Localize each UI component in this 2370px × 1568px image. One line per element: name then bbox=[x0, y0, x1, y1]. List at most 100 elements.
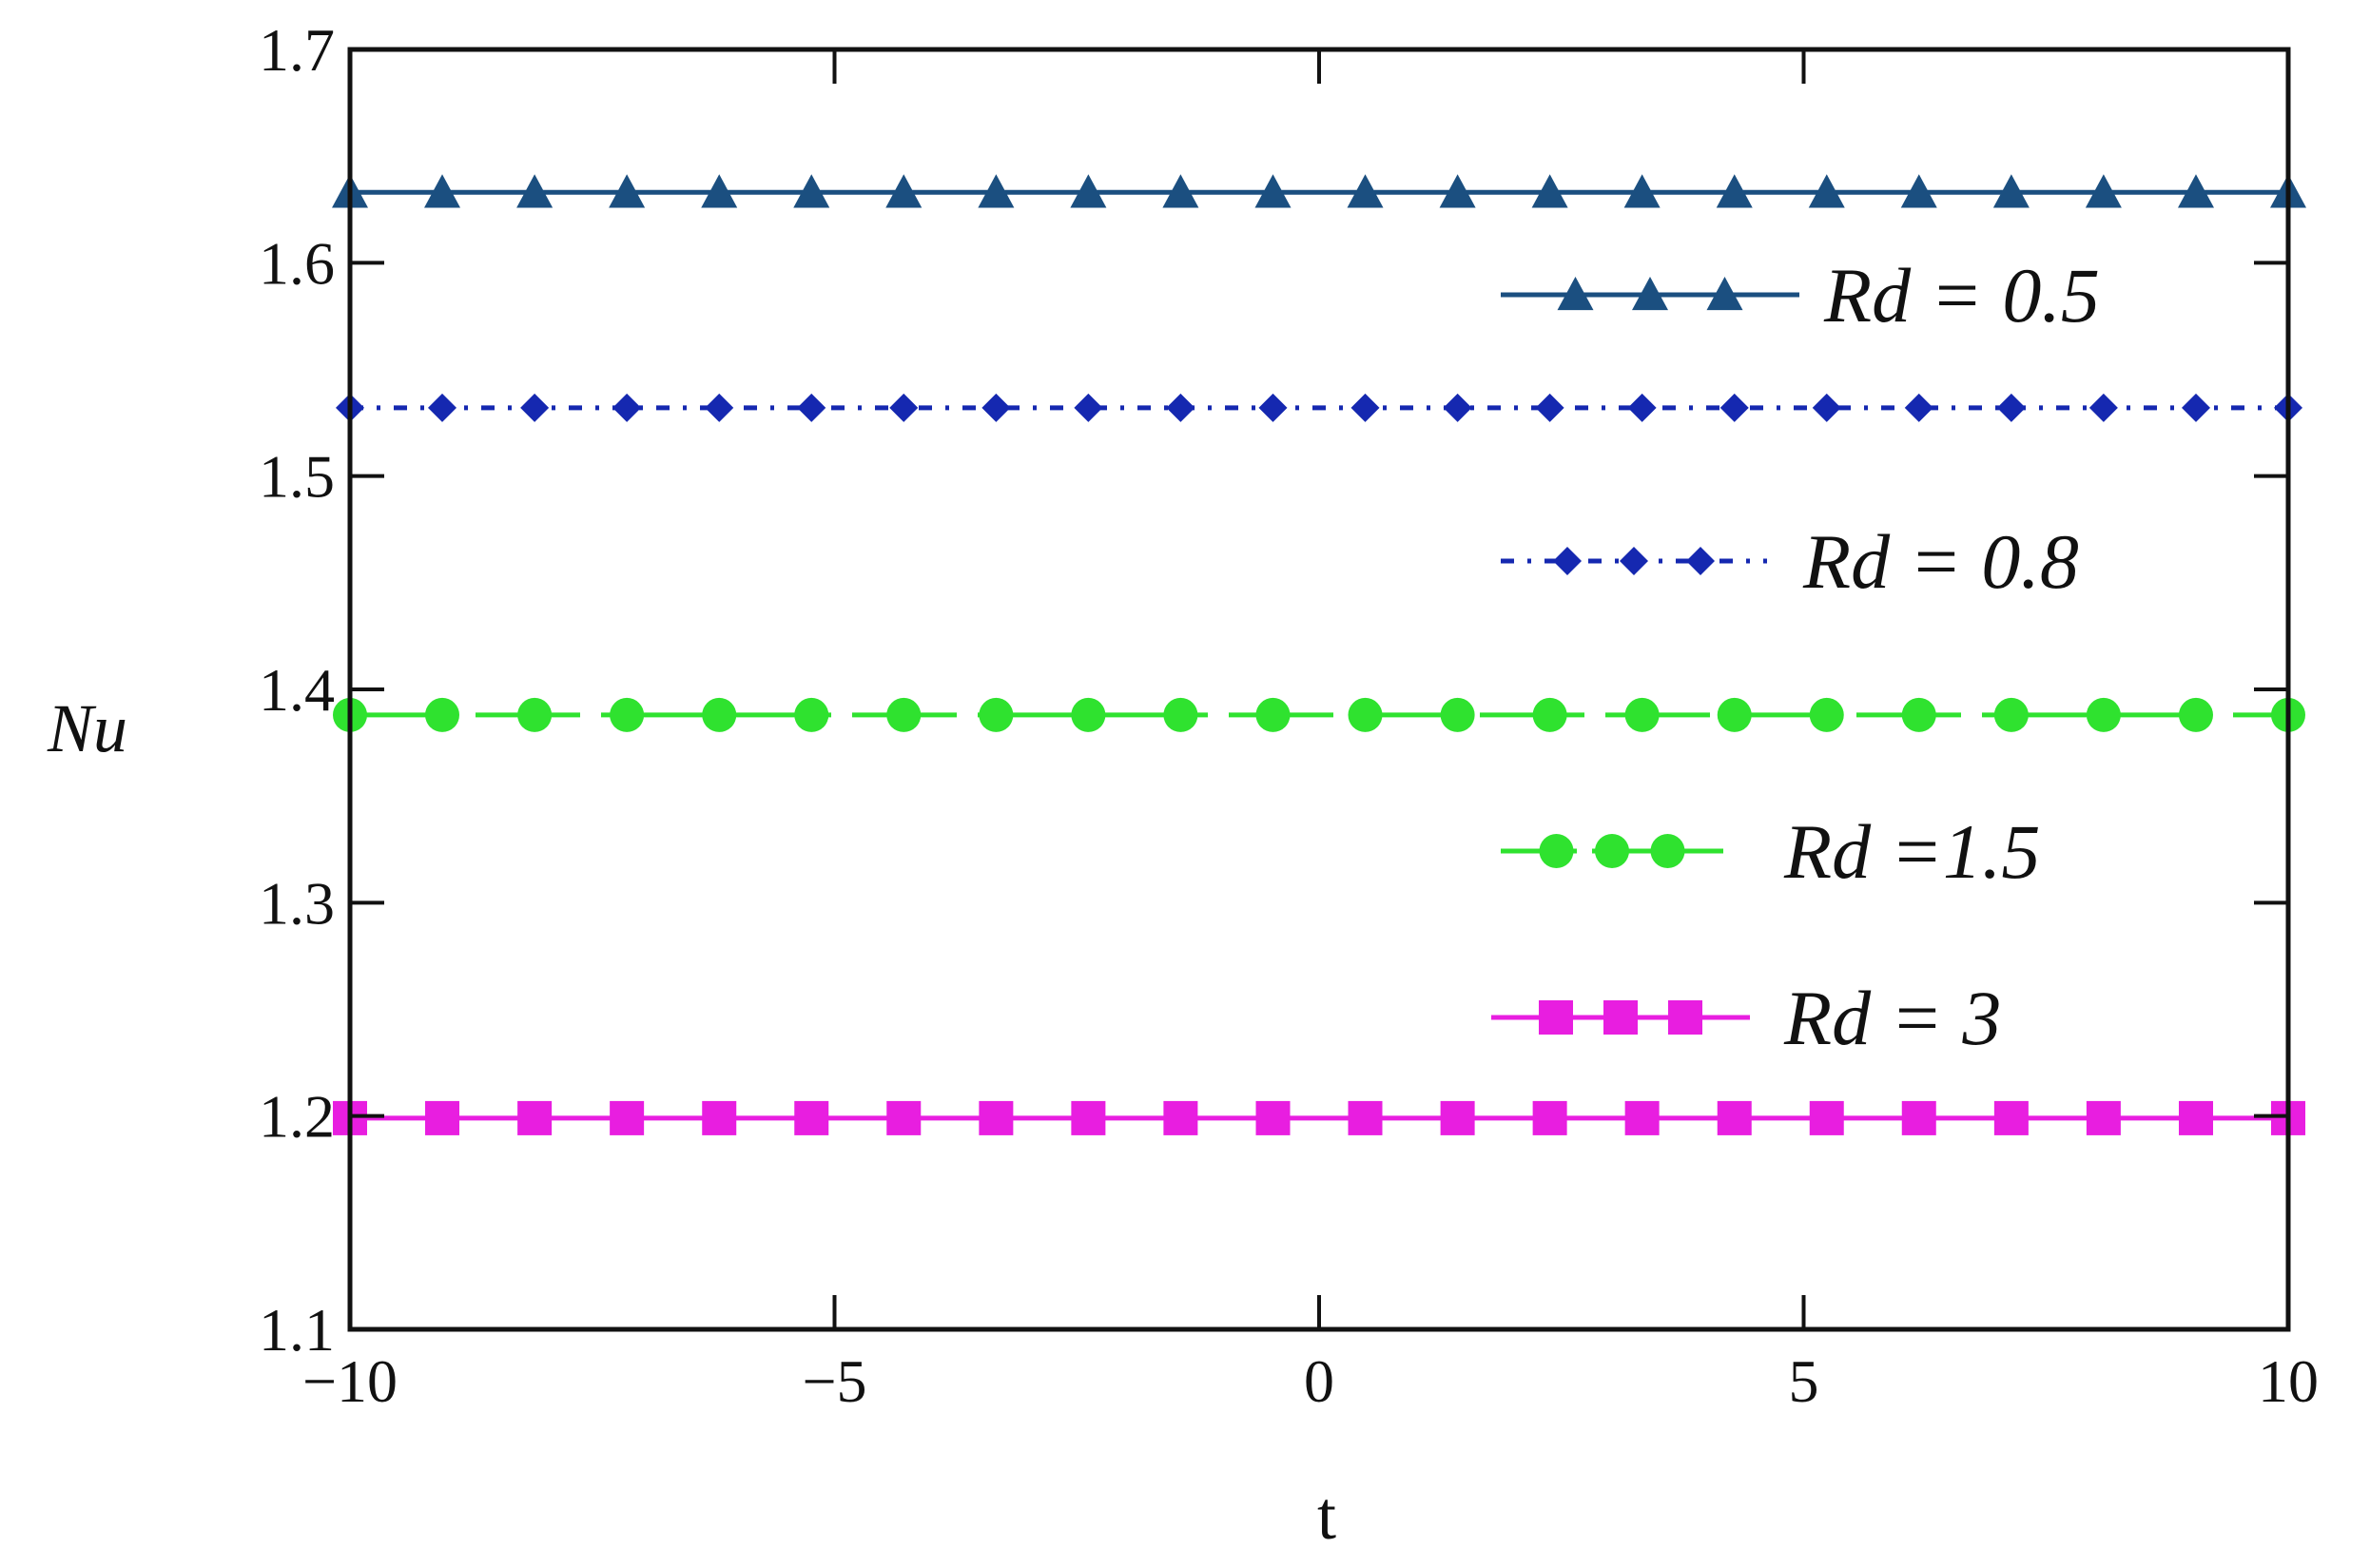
data-point bbox=[2177, 174, 2214, 208]
legend-label: Rd = 0.5 bbox=[1823, 252, 2100, 339]
data-point bbox=[794, 697, 829, 732]
data-point bbox=[520, 393, 550, 422]
legend-item-2: Rd = 0.8 bbox=[1501, 518, 2079, 605]
data-point bbox=[610, 1100, 645, 1135]
data-point bbox=[1627, 393, 1657, 422]
legend-marker bbox=[1595, 834, 1629, 868]
data-point bbox=[2086, 1100, 2121, 1135]
data-point bbox=[516, 174, 554, 208]
data-point bbox=[1624, 1100, 1660, 1135]
data-point bbox=[1993, 697, 2029, 732]
y-axis-title: Nu bbox=[47, 690, 127, 766]
data-point bbox=[1717, 697, 1752, 732]
y-tick-label: 1.5 bbox=[259, 443, 335, 511]
data-point bbox=[1162, 174, 1199, 208]
data-point bbox=[1809, 697, 1844, 732]
data-point bbox=[1717, 1100, 1752, 1135]
y-tick-label: 1.4 bbox=[259, 656, 335, 724]
data-point bbox=[705, 393, 734, 422]
data-point bbox=[978, 174, 1015, 208]
x-tick-label: 0 bbox=[1304, 1347, 1334, 1415]
data-point bbox=[886, 1100, 922, 1135]
data-point bbox=[793, 174, 830, 208]
data-point bbox=[517, 1100, 553, 1135]
y-tick-label: 1.1 bbox=[259, 1296, 335, 1364]
data-point bbox=[1996, 393, 2026, 422]
legend-marker bbox=[1632, 277, 1668, 311]
data-point bbox=[702, 1100, 737, 1135]
data-point bbox=[1350, 393, 1380, 422]
data-point bbox=[1163, 697, 1198, 732]
data-point bbox=[1993, 1100, 2029, 1135]
legend-marker bbox=[1557, 277, 1594, 311]
data-point bbox=[428, 393, 457, 422]
data-point bbox=[1074, 393, 1103, 422]
data-point bbox=[701, 174, 738, 208]
data-point bbox=[979, 1100, 1014, 1135]
data-point bbox=[794, 1100, 829, 1135]
data-point bbox=[885, 174, 923, 208]
data-point bbox=[1255, 1100, 1291, 1135]
data-point bbox=[1900, 174, 1937, 208]
data-point bbox=[1624, 697, 1660, 732]
legend-item-3: Rd =1.5 bbox=[1501, 808, 2040, 895]
data-point bbox=[981, 393, 1011, 422]
data-point bbox=[2086, 697, 2121, 732]
legend-marker bbox=[1620, 547, 1648, 575]
data-point bbox=[1163, 1100, 1198, 1135]
data-point bbox=[1348, 1100, 1383, 1135]
data-point bbox=[425, 1100, 460, 1135]
legend-label: Rd = 0.8 bbox=[1802, 518, 2079, 605]
data-point bbox=[1992, 174, 2030, 208]
data-point bbox=[1719, 393, 1749, 422]
data-point bbox=[1439, 174, 1476, 208]
data-point bbox=[425, 697, 460, 732]
legend-item-4: Rd = 3 bbox=[1491, 975, 2001, 1061]
data-point bbox=[424, 174, 461, 208]
data-point bbox=[797, 393, 826, 422]
legend-label: Rd = 3 bbox=[1783, 975, 2001, 1061]
data-point bbox=[1254, 174, 1292, 208]
data-point bbox=[610, 697, 645, 732]
data-point bbox=[1348, 697, 1383, 732]
data-point bbox=[1443, 393, 1472, 422]
data-point bbox=[517, 697, 553, 732]
legend-marker bbox=[1553, 547, 1582, 575]
data-point bbox=[1901, 1100, 1936, 1135]
data-point bbox=[2088, 393, 2118, 422]
data-point bbox=[1809, 1100, 1844, 1135]
x-tick-label: 10 bbox=[2258, 1347, 2319, 1415]
y-tick-label: 1.6 bbox=[259, 229, 335, 297]
y-tick-label: 1.7 bbox=[259, 16, 335, 84]
data-point bbox=[1623, 174, 1661, 208]
data-point bbox=[1255, 697, 1291, 732]
data-point bbox=[1166, 393, 1195, 422]
legend-marker bbox=[1603, 1000, 1638, 1035]
data-point bbox=[1070, 174, 1107, 208]
data-point bbox=[612, 393, 642, 422]
data-point bbox=[1532, 697, 1567, 732]
legend-marker bbox=[1539, 834, 1574, 868]
data-point bbox=[889, 393, 919, 422]
data-point bbox=[1901, 697, 1936, 732]
data-point bbox=[2178, 697, 2213, 732]
x-tick-label: −5 bbox=[802, 1347, 866, 1415]
y-tick-label: 1.3 bbox=[259, 869, 335, 937]
data-point bbox=[1531, 174, 1568, 208]
x-axis-title: t bbox=[1317, 1478, 1336, 1554]
data-point bbox=[1347, 174, 1384, 208]
series-3 bbox=[333, 697, 2305, 732]
data-point bbox=[1071, 697, 1106, 732]
data-point bbox=[1808, 174, 1845, 208]
data-point bbox=[1532, 1100, 1567, 1135]
legend-marker bbox=[1539, 1000, 1573, 1035]
x-tick-label: 5 bbox=[1789, 1347, 1819, 1415]
data-point bbox=[2178, 1100, 2213, 1135]
legend-label: Rd =1.5 bbox=[1783, 808, 2040, 895]
data-point bbox=[1904, 393, 1933, 422]
y-tick-label: 1.2 bbox=[259, 1083, 335, 1151]
data-point bbox=[702, 697, 737, 732]
data-point bbox=[1258, 393, 1288, 422]
